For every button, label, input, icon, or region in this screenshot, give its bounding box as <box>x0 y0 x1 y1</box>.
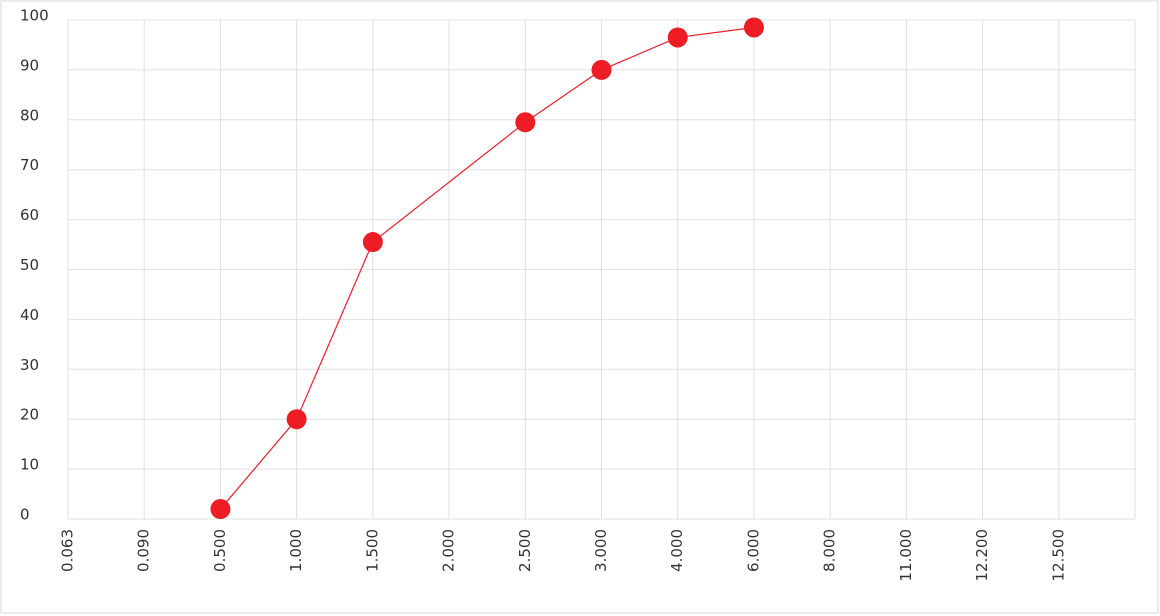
data-point <box>591 59 612 80</box>
x-tick-label: 2.500 <box>516 529 534 572</box>
x-tick-label: 4.000 <box>668 529 686 572</box>
x-tick-label: 0.090 <box>135 529 153 572</box>
y-tick-label: 80 <box>20 106 39 124</box>
y-tick-label: 20 <box>20 406 39 424</box>
data-point <box>743 17 764 38</box>
y-tick-label: 40 <box>20 306 39 324</box>
data-point <box>210 499 231 520</box>
data-point <box>515 112 536 133</box>
y-tick-label: 30 <box>20 356 39 374</box>
y-tick-label: 0 <box>20 506 30 524</box>
x-tick-label: 2.000 <box>440 529 458 572</box>
x-tick-label: 11.000 <box>897 529 915 582</box>
x-tick-label: 1.500 <box>363 529 381 572</box>
x-tick-label: 3.000 <box>592 529 610 572</box>
x-tick-label: 1.000 <box>287 529 305 572</box>
x-tick-label: 12.200 <box>973 529 991 582</box>
data-point <box>667 27 688 48</box>
y-tick-label: 60 <box>20 206 39 224</box>
x-tick-label: 12.500 <box>1049 529 1067 582</box>
y-tick-label: 70 <box>20 156 39 174</box>
x-tick-label: 6.000 <box>744 529 762 572</box>
y-tick-label: 100 <box>20 7 49 25</box>
y-tick-label: 10 <box>20 456 39 474</box>
y-tick-label: 50 <box>20 256 39 274</box>
y-tick-label: 90 <box>20 56 39 74</box>
data-point <box>362 232 383 253</box>
x-tick-label: 0.063 <box>59 529 77 572</box>
x-tick-label: 0.500 <box>211 529 229 572</box>
data-point <box>286 409 307 430</box>
x-tick-label: 8.000 <box>821 529 839 572</box>
